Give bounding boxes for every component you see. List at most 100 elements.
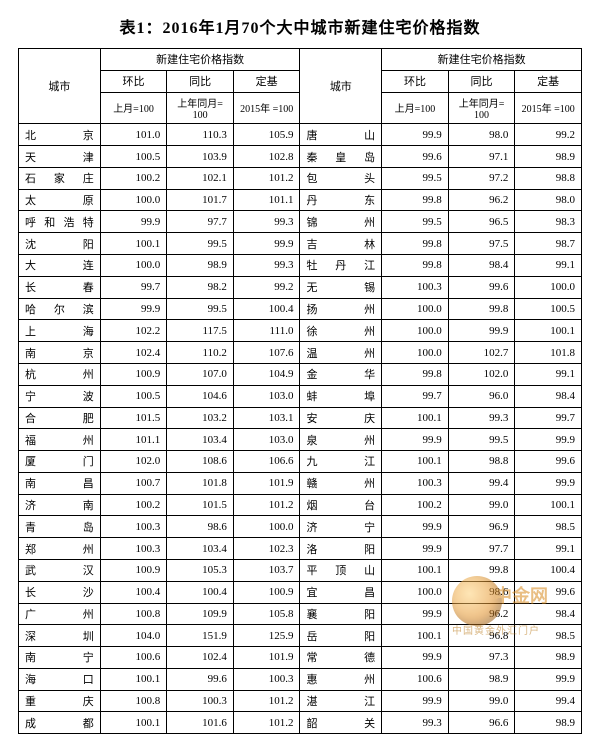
city-cell: 长 沙 — [19, 581, 101, 603]
city-cell: 温 州 — [300, 342, 382, 364]
yoy-cell: 99.9 — [448, 320, 515, 342]
mom-cell: 100.3 — [100, 516, 167, 538]
base-cell: 99.6 — [515, 581, 582, 603]
city-cell: 平 顶 山 — [300, 559, 382, 581]
yoy-cell: 105.3 — [167, 559, 234, 581]
city-cell: 赣 州 — [300, 472, 382, 494]
header-mom-sub-right: 上月=100 — [382, 92, 449, 124]
yoy-cell: 96.8 — [448, 625, 515, 647]
base-cell: 100.0 — [515, 276, 582, 298]
city-cell: 无 锡 — [300, 276, 382, 298]
yoy-cell: 96.2 — [448, 189, 515, 211]
yoy-cell: 98.2 — [167, 276, 234, 298]
mom-cell: 99.9 — [100, 211, 167, 233]
base-cell: 98.4 — [515, 385, 582, 407]
table-row: 宁 波100.5104.6103.0蚌 埠99.796.098.4 — [19, 385, 582, 407]
table-row: 大 连100.098.999.3牡 丹 江99.898.499.1 — [19, 255, 582, 277]
header-group-left: 新建住宅价格指数 — [100, 49, 300, 71]
mom-cell: 100.0 — [100, 189, 167, 211]
table-row: 成 都100.1101.6101.2韶 关99.396.698.9 — [19, 712, 582, 734]
yoy-cell: 102.0 — [448, 363, 515, 385]
table-row: 青 岛100.398.6100.0济 宁99.996.998.5 — [19, 516, 582, 538]
mom-cell: 99.5 — [382, 167, 449, 189]
city-cell: 济 宁 — [300, 516, 382, 538]
city-cell: 呼和浩特 — [19, 211, 101, 233]
table-row: 上 海102.2117.5111.0徐 州100.099.9100.1 — [19, 320, 582, 342]
header-group-right: 新建住宅价格指数 — [382, 49, 582, 71]
header-yoy-right: 同比 — [448, 70, 515, 92]
base-cell: 100.4 — [233, 298, 300, 320]
city-cell: 天 津 — [19, 146, 101, 168]
mom-cell: 100.0 — [382, 581, 449, 603]
mom-cell: 100.8 — [100, 690, 167, 712]
table-row: 哈 尔 滨99.999.5100.4扬 州100.099.8100.5 — [19, 298, 582, 320]
table-row: 广 州100.8109.9105.8襄 阳99.996.298.4 — [19, 603, 582, 625]
mom-cell: 100.3 — [100, 538, 167, 560]
base-cell: 101.2 — [233, 712, 300, 734]
mom-cell: 100.2 — [382, 494, 449, 516]
city-cell: 郑 州 — [19, 538, 101, 560]
base-cell: 99.1 — [515, 538, 582, 560]
city-cell: 太 原 — [19, 189, 101, 211]
mom-cell: 100.6 — [382, 668, 449, 690]
yoy-cell: 99.4 — [448, 472, 515, 494]
base-cell: 101.2 — [233, 167, 300, 189]
mom-cell: 101.0 — [100, 124, 167, 146]
mom-cell: 100.1 — [100, 668, 167, 690]
mom-cell: 100.0 — [100, 255, 167, 277]
yoy-cell: 98.9 — [448, 668, 515, 690]
base-cell: 103.1 — [233, 407, 300, 429]
city-cell: 洛 阳 — [300, 538, 382, 560]
yoy-cell: 98.8 — [448, 451, 515, 473]
yoy-cell: 102.7 — [448, 342, 515, 364]
table-row: 武 汉100.9105.3103.7平 顶 山100.199.8100.4 — [19, 559, 582, 581]
header-city-left: 城市 — [19, 49, 101, 124]
city-cell: 成 都 — [19, 712, 101, 734]
city-cell: 福 州 — [19, 429, 101, 451]
mom-cell: 101.5 — [100, 407, 167, 429]
table-row: 长 沙100.4100.4100.9宜 昌100.098.699.6 — [19, 581, 582, 603]
table-row: 石 家 庄100.2102.1101.2包 头99.597.298.8 — [19, 167, 582, 189]
base-cell: 99.4 — [515, 690, 582, 712]
mom-cell: 100.8 — [100, 603, 167, 625]
yoy-cell: 97.7 — [448, 538, 515, 560]
city-cell: 牡 丹 江 — [300, 255, 382, 277]
base-cell: 111.0 — [233, 320, 300, 342]
yoy-cell: 98.6 — [167, 516, 234, 538]
base-cell: 105.9 — [233, 124, 300, 146]
city-cell: 锦 州 — [300, 211, 382, 233]
city-cell: 哈 尔 滨 — [19, 298, 101, 320]
city-cell: 海 口 — [19, 668, 101, 690]
city-cell: 惠 州 — [300, 668, 382, 690]
base-cell: 98.4 — [515, 603, 582, 625]
city-cell: 徐 州 — [300, 320, 382, 342]
city-cell: 合 肥 — [19, 407, 101, 429]
mom-cell: 102.0 — [100, 451, 167, 473]
yoy-cell: 96.0 — [448, 385, 515, 407]
base-cell: 103.7 — [233, 559, 300, 581]
base-cell: 98.0 — [515, 189, 582, 211]
base-cell: 99.9 — [515, 668, 582, 690]
city-cell: 南 京 — [19, 342, 101, 364]
mom-cell: 99.8 — [382, 233, 449, 255]
yoy-cell: 101.7 — [167, 189, 234, 211]
city-cell: 宜 昌 — [300, 581, 382, 603]
yoy-cell: 96.5 — [448, 211, 515, 233]
mom-cell: 99.8 — [382, 363, 449, 385]
yoy-cell: 102.1 — [167, 167, 234, 189]
header-yoy-left: 同比 — [167, 70, 234, 92]
table-row: 南 京102.4110.2107.6温 州100.0102.7101.8 — [19, 342, 582, 364]
yoy-cell: 98.0 — [448, 124, 515, 146]
yoy-cell: 103.4 — [167, 429, 234, 451]
table-row: 合 肥101.5103.2103.1安 庆100.199.399.7 — [19, 407, 582, 429]
base-cell: 98.9 — [515, 647, 582, 669]
mom-cell: 100.7 — [100, 472, 167, 494]
yoy-cell: 99.0 — [448, 690, 515, 712]
table-row: 福 州101.1103.4103.0泉 州99.999.599.9 — [19, 429, 582, 451]
mom-cell: 100.0 — [382, 298, 449, 320]
mom-cell: 100.1 — [382, 625, 449, 647]
mom-cell: 99.6 — [382, 146, 449, 168]
city-cell: 吉 林 — [300, 233, 382, 255]
mom-cell: 99.8 — [382, 189, 449, 211]
mom-cell: 100.4 — [100, 581, 167, 603]
